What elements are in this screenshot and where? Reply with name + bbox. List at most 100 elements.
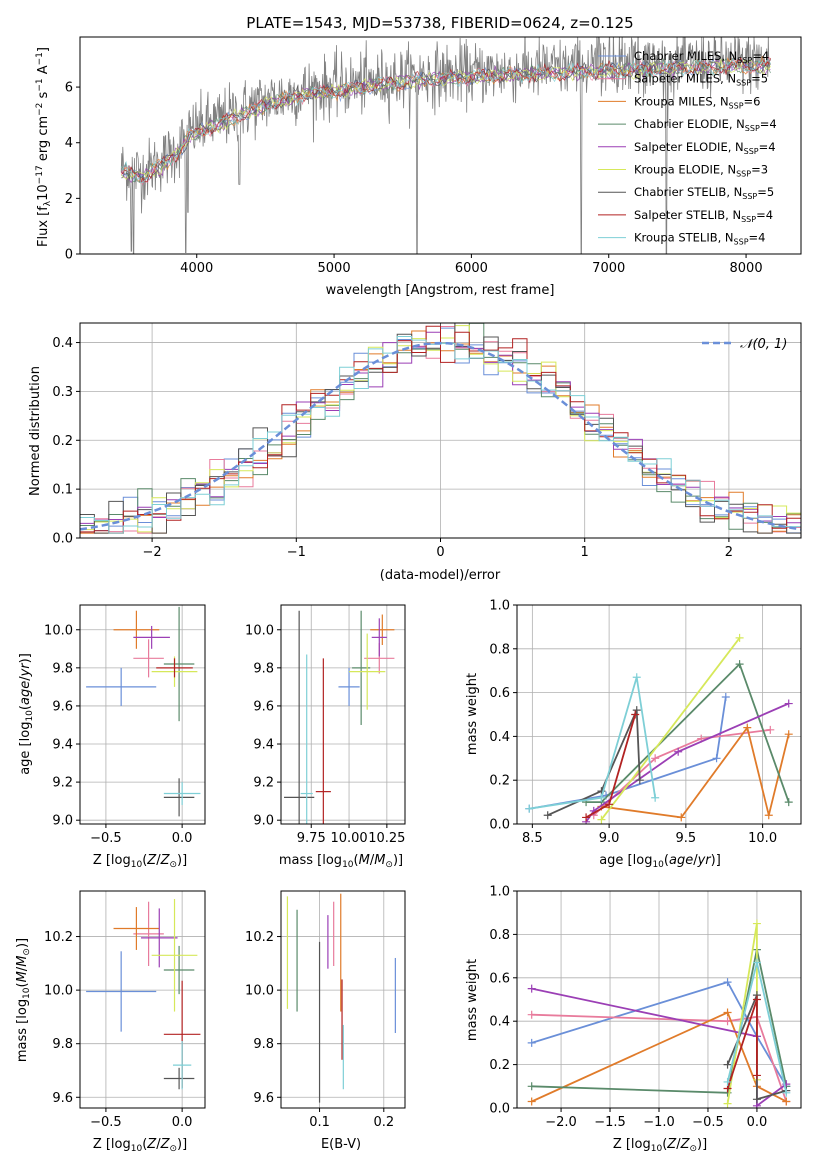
age-vs-Z-ytick-label: 9.0 [52,814,73,829]
mass-weight-line [586,662,790,803]
mass-weight-marker [597,815,606,824]
mass-weight-marker [674,747,683,756]
spectrum-panel: 4000 5000 6000 7000 8000 0 2 4 6 [65,36,802,276]
mass-vs-EBV-panel: 0.1 0.2 9.6 9.8 10.0 10.2 [245,890,406,1130]
mass-vs-Z-ytick-label: 9.6 [52,1091,73,1106]
mass-vs-EBV-frame [280,890,406,1109]
residuals-xtick-label: −2 [143,545,162,560]
age-vs-mass-ytick-label: 9.8 [253,661,274,676]
legend-entry: Salpeter ELODIE, NSSP=4 [634,140,776,156]
model-spectrum [120,56,771,185]
mass-weight-marker [752,1095,761,1104]
mass-vs-Z-xtick-label: −0.5 [90,1115,122,1130]
mass-weight-marker [527,1038,536,1047]
mass-vs-Z-ylabel: mass [log10(M/M⊙)] [15,938,32,1062]
model-spectrum [120,58,771,184]
mass-weight-marker [723,1008,732,1017]
mass-weight-marker [735,660,744,669]
mass-vs-EBV-ytick-label: 10.2 [245,930,274,945]
mass-weight-marker [527,1097,536,1106]
residual-ylabel: Normed distribution [28,366,43,496]
massweight-vs-age-ytick-label: 0.0 [489,818,510,833]
mass-vs-EBV-plot-area [286,893,396,1103]
legend-entry-sub: SSP [736,79,751,88]
age-vs-mass-panel: 9.75 10.00 10.25 9.0 9.2 9.4 9.6 9.8 10.0 [245,604,406,846]
age-vs-mass-plot-area [284,610,395,824]
mass-vs-EBV-ytick-label: 10.0 [245,984,274,999]
age-vs-mass-ytick-label: 9.2 [253,776,274,791]
mass-vs-Z-frame [79,890,206,1109]
residual-panel: −2 −1 0 1 2 0.0 0.1 0.2 0.3 0.4 [52,322,802,560]
mass-weight-marker [723,1077,732,1086]
residuals-ytick-label: 0.0 [52,532,73,547]
legend-entry-count: =4 [759,140,776,154]
legend-entry-name: Kroupa ELODIE, N [634,163,736,177]
residuals-xtick-label: 1 [581,545,589,560]
massweight-vs-age-ytick-label: 0.6 [489,686,510,701]
residuals-xtick-label: 0 [436,545,444,560]
spectrum-xtick-label: 5000 [318,261,351,276]
mass-weight-line [529,696,727,810]
spectrum-xlabel: wavelength [Angstrom, rest frame] [326,283,555,298]
massweight-vs-age-ytick-label: 0.4 [489,730,510,745]
spectrum-ytick-label: 4 [65,136,73,151]
mass-vs-Z-ytick-label: 9.8 [52,1037,73,1052]
massweight-vs-Z-xtick-label: −0.5 [692,1115,724,1130]
massweight-vs-Z-ylabel: mass weight [465,959,480,1041]
legend-entry-sub: SSP [736,170,751,179]
age-vs-Z-xtick-label: −0.5 [90,831,122,846]
legend-entry-sub: SSP [741,215,756,224]
massweight-vs-Z-plot-area [527,919,791,1108]
mass-weight-marker [632,673,641,682]
massweight-vs-age-panel: 8.5 9.0 9.5 10.0 0.0 0.2 0.4 0.6 0.8 1.0 [489,599,802,846]
legend-entry: Chabrier ELODIE, NSSP=4 [634,117,777,133]
age-vs-Z-panel: −0.5 0.0 9.0 9.2 9.4 9.6 9.8 10.0 [44,604,206,846]
mass-vs-Z-panel: −0.5 0.0 9.6 9.8 10.0 10.2 [44,890,206,1130]
mass-vs-EBV-xlabel: E(B-V) [321,1137,361,1152]
age-vs-mass-frame [280,604,406,825]
mass-weight-marker [635,776,644,785]
legend-entry-count: =4 [752,49,769,63]
legend-entry-name: Salpeter ELODIE, N [634,140,744,154]
age-vs-mass-xtick-label: 10.00 [330,831,367,846]
legend-entry-count: =4 [756,208,773,222]
massweight-vs-age-xlabel: age [log10(age/yr)] [599,853,721,870]
legend-entry-count: =4 [749,231,766,245]
age-vs-Z-ytick-label: 9.6 [52,699,73,714]
age-vs-Z-ytick-label: 9.2 [52,776,73,791]
mass-weight-marker [527,1082,536,1091]
age-vs-Z-ytick-label: 9.8 [52,661,73,676]
mass-weight-marker [723,1099,732,1108]
mass-weight-marker [632,706,641,715]
mass-weight-marker [723,978,732,987]
legend-entry-sub: SSP [734,238,749,247]
mass-weight-marker [784,730,793,739]
mass-weight-line [600,637,741,821]
legend-entry-name: Salpeter MILES, N [634,72,736,86]
age-vs-Z-xtick-label: 0.0 [172,831,193,846]
legend-entry: Chabrier MILES, NSSP=4 [634,49,769,65]
massweight-vs-age-ytick-label: 0.2 [489,774,510,789]
residuals-ytick-label: 0.4 [52,336,73,351]
residual-legend: 𝒩(0, 1) [702,337,787,352]
mass-weight-marker [631,710,640,719]
legend-entry-sub: SSP [745,124,760,133]
massweight-vs-Z-panel: −2.0 −1.5 −1.0 −0.5 0.0 0.0 0.2 0.4 0.6 0.8 1.0 [489,885,802,1130]
residuals-ytick-label: 0.3 [52,385,73,400]
mass-weight-marker [651,754,660,763]
mass-weight-marker [752,995,761,1004]
spectrum-ytick-label: 2 [65,192,73,207]
legend-entry-sub: SSP [744,147,759,156]
observed-spectrum [120,37,771,254]
age-vs-Z-ytick-label: 10.0 [44,623,73,638]
mass-weight-marker [543,811,552,820]
mass-weight-line [547,709,641,817]
residuals-ytick-label: 0.1 [52,483,73,498]
mass-weight-line [529,677,657,810]
age-vs-Z-frame [79,604,206,825]
mass-weight-marker [752,958,761,967]
residuals-xtick-label: 2 [725,545,733,560]
legend-entry-name: Kroupa STELIB, N [634,231,734,245]
residuals-plot-area [80,323,801,534]
